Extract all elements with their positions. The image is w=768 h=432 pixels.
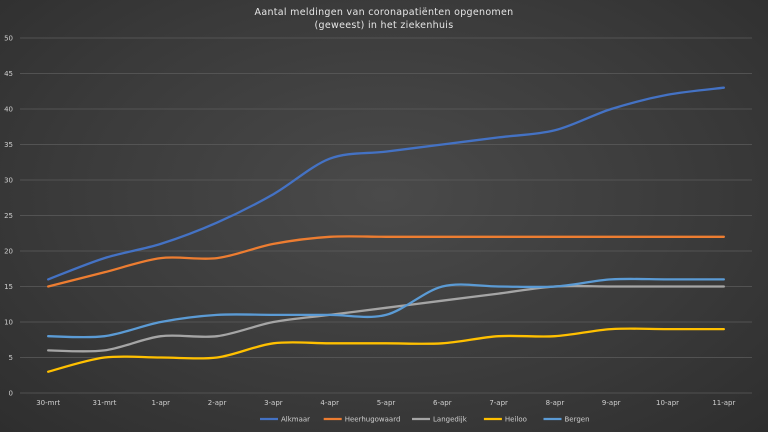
y-tick-label: 15	[4, 283, 13, 291]
y-tick-label: 50	[4, 35, 13, 43]
y-tick-label: 20	[4, 248, 13, 256]
series-lines	[47, 86, 725, 373]
chart-title-line-2: (geweest) in het ziekenhuis	[315, 20, 454, 31]
x-tick-label: 9-apr	[602, 399, 621, 407]
x-tick-label: 8-apr	[546, 399, 565, 407]
legend-label-heiloo: Heiloo	[505, 416, 527, 424]
x-tick-label: 4-apr	[320, 399, 339, 407]
legend: Alkmaar Heerhugowaard Langedijk Heiloo Berge…	[260, 416, 590, 424]
legend-label-bergen: Bergen	[565, 416, 590, 424]
x-tick-label: 10-apr	[656, 399, 679, 407]
x-axis-ticks: 30-mrt 31-mrt 1-apr 2-apr 3-apr 4-apr 5-apr 6-a…	[36, 399, 735, 407]
series-line-alkmaar	[47, 86, 725, 281]
x-tick-label: 3-apr	[264, 399, 283, 407]
legend-label-langedijk: Langedijk	[433, 416, 468, 424]
x-tick-label: 30-mrt	[36, 399, 60, 407]
x-tick-label: 7-apr	[489, 399, 508, 407]
series-line-heerhugowaard	[47, 235, 725, 288]
x-tick-label: 1-apr	[151, 399, 170, 407]
y-tick-label: 10	[4, 319, 13, 327]
y-tick-label: 0	[9, 390, 13, 398]
chart-title-line-1: Aantal meldingen van coronapatiënten opg…	[255, 7, 514, 18]
series-line-bergen	[47, 277, 725, 339]
gridlines	[20, 37, 752, 394]
y-tick-label: 5	[9, 354, 13, 362]
legend-label-heerhugowaard: Heerhugowaard	[345, 416, 401, 424]
x-tick-label: 2-apr	[208, 399, 227, 407]
y-tick-label: 45	[4, 70, 13, 78]
y-tick-label: 40	[4, 106, 13, 114]
y-tick-label: 30	[4, 177, 13, 185]
x-tick-label: 11-apr	[712, 399, 735, 407]
x-tick-label: 6-apr	[433, 399, 452, 407]
series-line-heiloo	[47, 327, 725, 373]
x-tick-label: 5-apr	[377, 399, 396, 407]
y-tick-label: 35	[4, 141, 13, 149]
y-tick-label: 25	[4, 212, 13, 220]
series-line-langedijk	[47, 284, 725, 353]
x-tick-label: 31-mrt	[93, 399, 117, 407]
legend-label-alkmaar: Alkmaar	[281, 416, 310, 424]
y-axis-ticks: 0 5 10 15 20 25 30 35 40 45 50	[4, 35, 13, 398]
